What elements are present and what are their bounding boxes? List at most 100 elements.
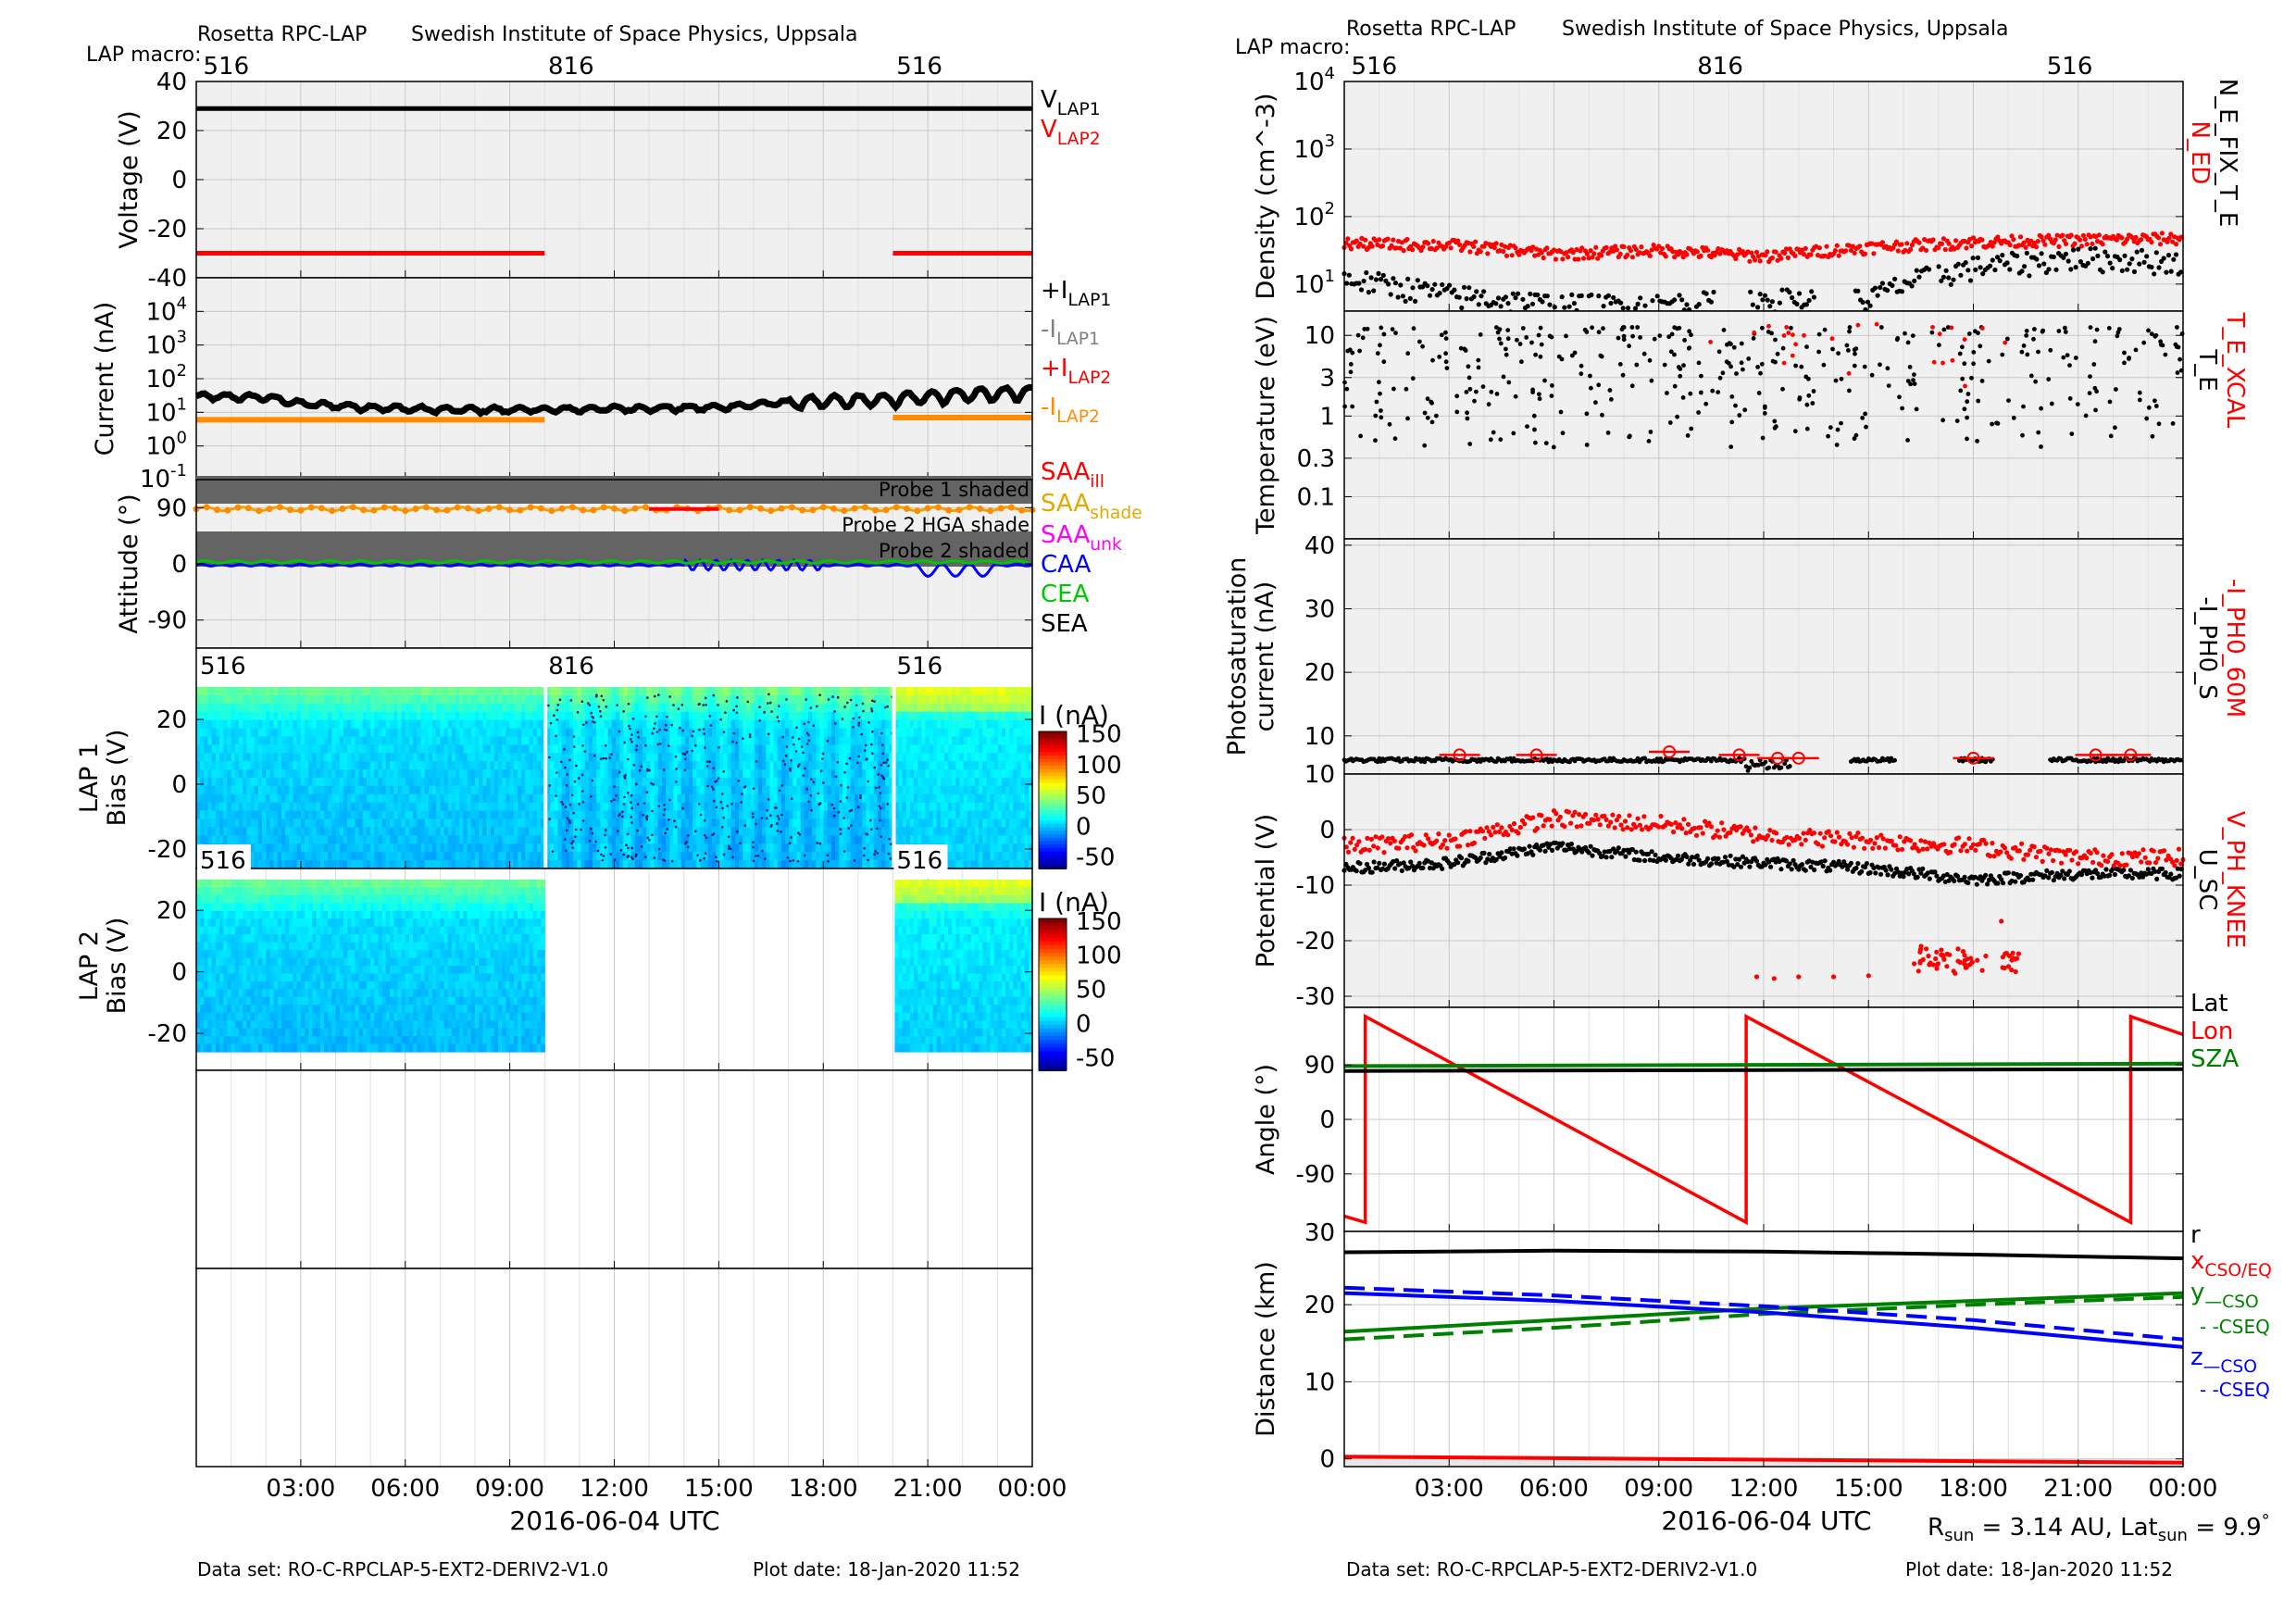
lap1-cell — [447, 802, 453, 812]
lap1-cell — [436, 744, 441, 754]
lap1-cell — [293, 810, 298, 820]
lap1-cell — [521, 761, 526, 770]
lap1-cell — [475, 852, 480, 861]
lap1-cell — [902, 736, 907, 745]
lap1-cell — [700, 843, 705, 853]
lap1-cell — [393, 744, 398, 754]
lap1-cell — [580, 835, 586, 844]
lap1-cell — [374, 703, 380, 713]
lap1-cell — [343, 802, 348, 812]
lap1-cell — [757, 852, 763, 861]
lap1-cell — [959, 728, 965, 737]
lap1-cell — [328, 719, 332, 730]
lap1-cell — [898, 785, 904, 795]
attitude-saa-point — [443, 506, 451, 514]
lap1-cell — [680, 860, 686, 869]
lap1-cell — [604, 703, 609, 713]
lap1-cell — [347, 835, 352, 844]
lap1-cell — [727, 703, 732, 713]
lap1-cell — [393, 818, 398, 828]
lap1-cell — [936, 719, 942, 730]
lap1-cell — [385, 736, 391, 745]
lap1-cell — [898, 769, 904, 779]
lap1-cell — [211, 753, 217, 762]
lap1-cell — [417, 694, 422, 705]
lap1-cell — [486, 810, 492, 820]
attitude-saa-point — [370, 506, 378, 514]
lap1-cell — [619, 818, 624, 828]
lap1-cell — [529, 719, 534, 730]
lap1-cell — [680, 843, 686, 853]
lap1-cell — [689, 827, 693, 836]
lap1-cell — [479, 785, 483, 795]
lap1-cell — [846, 694, 852, 705]
lap1-cell — [443, 736, 449, 745]
lap1-cell — [643, 719, 647, 730]
lap1-cell — [347, 687, 352, 696]
lap1-cell — [944, 802, 949, 812]
lap1-cell — [493, 793, 499, 804]
lap1-cell — [643, 744, 647, 754]
lap1-cell — [223, 818, 229, 828]
lap1-cell — [881, 785, 886, 795]
lap1-cell — [390, 728, 394, 737]
lap1-cell — [902, 711, 907, 721]
lap1-cell — [316, 793, 321, 804]
lap1-cell — [921, 778, 926, 787]
lap1-cell — [513, 744, 518, 754]
lap1-cell — [257, 835, 263, 844]
lap1-cell — [993, 694, 999, 705]
lap1-cell — [812, 769, 817, 779]
lap1-cell — [889, 818, 894, 828]
lap1-cell — [866, 719, 871, 730]
lap1-cell — [319, 810, 325, 820]
lap1-cell — [463, 703, 468, 713]
lap1-cell — [804, 810, 809, 820]
lap1-cell — [405, 802, 410, 812]
lap1-cell — [902, 744, 907, 754]
lap1-cell — [854, 827, 859, 836]
left-xaxis-label: 2016-06-04 UTC — [509, 1505, 719, 1536]
lap1-cell — [463, 719, 468, 730]
lap1-cell — [285, 818, 290, 828]
lap1-cell — [413, 728, 418, 737]
lap1-cell — [289, 793, 294, 804]
lap1-cell — [623, 843, 629, 853]
lap1-cell — [335, 761, 341, 770]
lap1-cell — [447, 835, 453, 844]
lap1-cell — [866, 736, 871, 745]
lap1-cell — [518, 802, 522, 812]
lap1-cell — [673, 687, 679, 696]
lap1-cell — [219, 769, 224, 779]
lap1-cell — [569, 818, 574, 828]
lap1-cell — [207, 719, 213, 730]
lap1-cell — [328, 793, 332, 804]
lap1-cell — [502, 843, 507, 853]
lap1-cell — [735, 719, 740, 730]
lap1-cell — [611, 843, 617, 853]
lap1-cell — [982, 810, 987, 820]
lap1-cell — [339, 802, 344, 812]
lap1-cell — [630, 744, 636, 754]
lap1-cell — [1020, 802, 1026, 812]
lap1-cell — [565, 860, 570, 869]
lap1-cell — [266, 761, 271, 770]
lap1-cell — [940, 703, 945, 713]
lap1-cell — [470, 835, 476, 844]
lap1-cell — [420, 728, 426, 737]
lap1-cell — [846, 761, 852, 770]
lap1-cell — [762, 852, 767, 861]
lap1-cell — [254, 827, 259, 836]
lap1-cell — [405, 793, 410, 804]
lap1-cell — [529, 835, 534, 844]
lap1-cell — [869, 802, 875, 812]
lap1-cell — [397, 719, 403, 730]
lap1-cell — [727, 852, 732, 861]
lap1-cell — [455, 835, 460, 844]
lap1-cell — [440, 736, 445, 745]
lap1-cell — [207, 785, 213, 795]
lap1-cell — [1013, 687, 1018, 696]
lap1-cell — [550, 835, 555, 844]
lap1-cell — [281, 753, 286, 762]
lap1-cell — [1013, 835, 1018, 844]
